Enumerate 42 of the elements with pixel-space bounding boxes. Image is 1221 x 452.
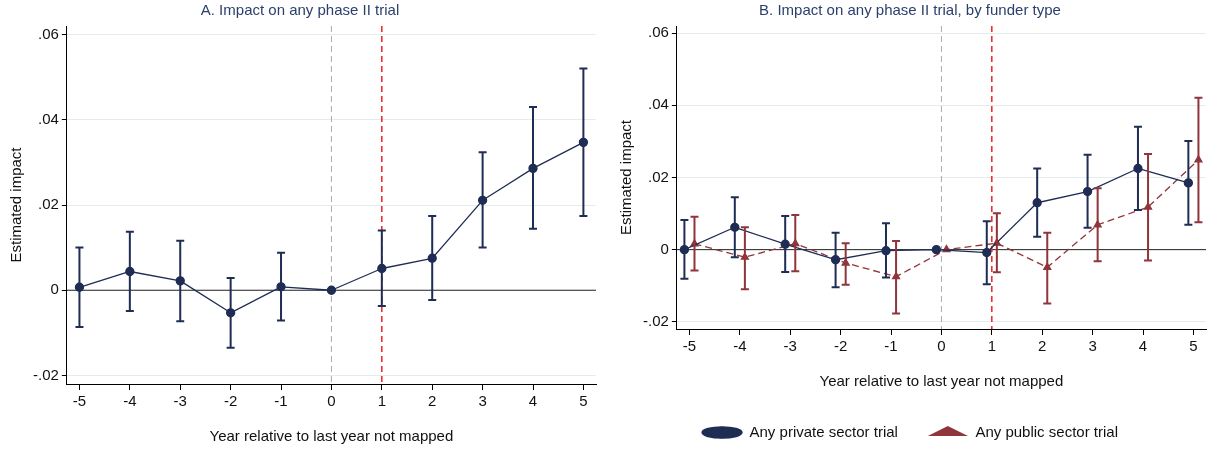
y-tick-label: .02	[37, 195, 59, 213]
x-tick-label: -1	[274, 392, 288, 410]
x-axis-title: Year relative to last year not mapped	[209, 427, 454, 445]
y-axis-title: Estimated impact	[617, 119, 635, 236]
legend-label: Any private sector trial	[749, 422, 898, 440]
y-axis-title: Estimated impact	[7, 146, 25, 263]
x-tick-label: 0	[327, 392, 336, 410]
point	[326, 285, 337, 295]
y-tick-label: -.02	[642, 311, 669, 329]
y-tick-label: 0	[660, 239, 669, 257]
x-tick-label: 1	[987, 337, 996, 355]
x-tick-label: 2	[1038, 337, 1047, 355]
x-tick-label: -2	[833, 337, 848, 355]
x-tick-label: -5	[72, 392, 87, 410]
x-tick-label: 4	[528, 392, 538, 410]
y-tick-label: .06	[37, 24, 59, 42]
x-tick-label: 3	[478, 392, 487, 410]
x-tick-label: 2	[428, 392, 437, 410]
x-tick-label: 5	[579, 392, 588, 410]
x-tick-label: -4	[733, 337, 747, 355]
x-tick-label: -5	[682, 337, 697, 355]
x-tick-label: -4	[123, 392, 137, 410]
x-tick-label: 3	[1088, 337, 1097, 355]
x-tick-label: 4	[1138, 337, 1148, 355]
x-tick-label: -1	[884, 337, 898, 355]
y-tick-label: -.02	[32, 365, 59, 383]
x-axis-title: Year relative to last year not mapped	[819, 372, 1064, 390]
x-tick-label: 0	[937, 337, 946, 355]
chart-title: A. Impact on any phase II trial	[200, 1, 400, 19]
y-tick-label: .04	[37, 109, 59, 127]
y-tick-label: .04	[647, 95, 669, 113]
y-tick-label: 0	[50, 280, 59, 298]
x-tick-label: -3	[173, 392, 187, 410]
x-tick-label: -3	[783, 337, 797, 355]
x-tick-label: 1	[377, 392, 386, 410]
x-tick-label: 5	[1189, 337, 1198, 355]
point	[931, 244, 942, 255]
y-tick-label: .06	[647, 23, 669, 41]
x-tick-label: -2	[223, 392, 238, 410]
y-tick-label: .02	[647, 167, 669, 185]
legend-label: Any public sector trial	[975, 422, 1118, 440]
chart-title: B. Impact on any phase II trial, by funder type	[759, 1, 1061, 19]
